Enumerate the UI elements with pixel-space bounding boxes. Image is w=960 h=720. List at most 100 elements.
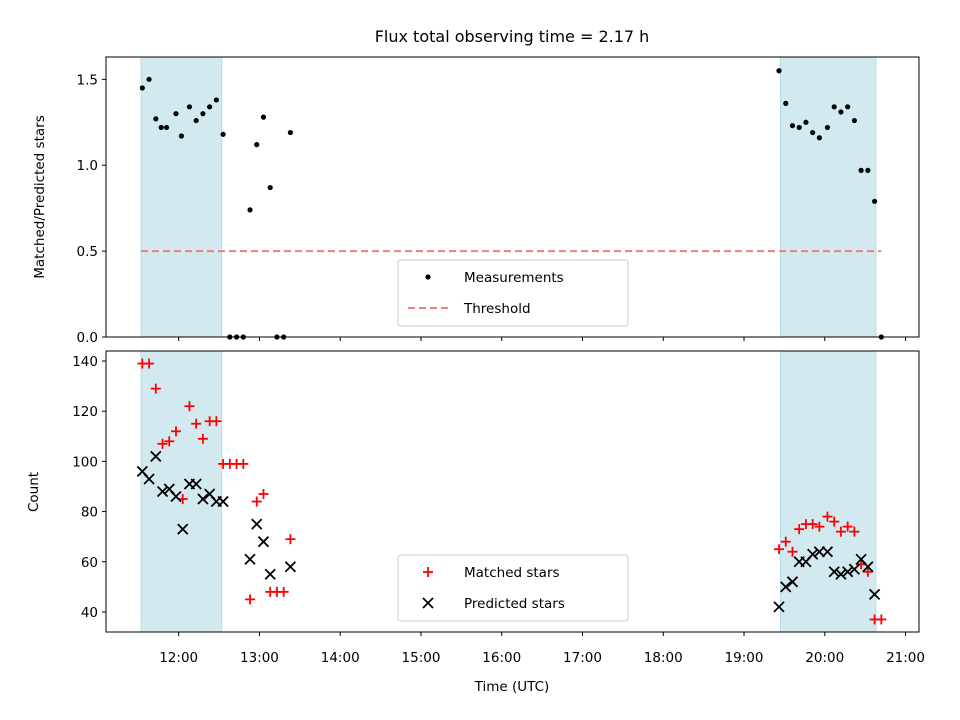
matched-stars-point bbox=[842, 521, 853, 532]
ratio-legend-label: Threshold bbox=[463, 301, 531, 317]
matched-stars-point bbox=[849, 526, 860, 537]
figure-title: Flux total observing time = 2.17 h bbox=[375, 27, 650, 46]
count-panel: 40 60 80 100 120 140 12:00 13:00 14:00 15:00 16:0… bbox=[26, 350, 925, 695]
ratio-legend: Measurements Threshold bbox=[397, 259, 629, 327]
x-tick-label: 12:00 bbox=[159, 650, 198, 666]
ratio-y-tick-label: 1.5 bbox=[77, 72, 98, 88]
matched-stars-point bbox=[258, 489, 269, 500]
x-tick-label: 13:00 bbox=[240, 650, 279, 666]
matched-stars-point bbox=[862, 566, 873, 577]
ratio-shaded-interval bbox=[779, 56, 877, 338]
count-axes-frame bbox=[105, 350, 920, 633]
predicted-stars-point bbox=[862, 561, 874, 573]
matched-stars-point bbox=[197, 433, 208, 444]
predicted-stars-point bbox=[813, 546, 826, 558]
matched-stars-point bbox=[170, 426, 181, 437]
predicted-stars-point bbox=[773, 601, 785, 613]
count-y-ticks: 40 60 80 100 120 140 bbox=[72, 354, 106, 621]
measurement-point bbox=[851, 117, 857, 124]
measurement-point bbox=[220, 131, 226, 137]
predicted-stars-point bbox=[807, 548, 819, 560]
x-axis-label: Time (UTC) bbox=[474, 679, 550, 695]
measurement-point bbox=[776, 68, 782, 74]
count-legend-marker bbox=[423, 567, 433, 577]
predicted-stars-point bbox=[835, 568, 847, 580]
matched-stars-point bbox=[251, 496, 262, 507]
matched-stars-point bbox=[164, 436, 175, 447]
measurement-point bbox=[178, 133, 184, 139]
predicted-stars-point bbox=[786, 576, 799, 588]
matched-stars-point bbox=[157, 438, 168, 449]
measurement-point bbox=[816, 135, 822, 141]
measurement-point bbox=[200, 111, 206, 117]
ratio-y-tick-label: 0.5 bbox=[77, 244, 98, 260]
measurement-point bbox=[783, 100, 789, 106]
predicted-stars-point bbox=[150, 450, 162, 463]
measurement-point bbox=[865, 167, 871, 173]
matched-stars-point bbox=[184, 401, 195, 412]
x-tick-label: 18:00 bbox=[644, 650, 683, 666]
predicted-stars-point bbox=[264, 568, 276, 580]
measurement-point bbox=[146, 76, 152, 82]
count-legend: Matched stars Predicted stars bbox=[397, 554, 629, 622]
measurement-point bbox=[139, 85, 145, 91]
measurement-point bbox=[845, 104, 851, 110]
matched-stars-point bbox=[822, 511, 833, 522]
count-y-tick-label: 80 bbox=[81, 505, 98, 521]
ratio-shaded-interval bbox=[140, 56, 223, 338]
measurement-point bbox=[260, 114, 267, 120]
measurement-point bbox=[838, 109, 844, 115]
measurement-point bbox=[871, 198, 878, 204]
ratio-y-tick-label: 1.0 bbox=[77, 158, 98, 174]
measurement-point bbox=[173, 111, 179, 117]
ratio-shaded-intervals bbox=[140, 56, 877, 338]
count-y-tick-label: 40 bbox=[81, 605, 98, 621]
count-shaded-interval bbox=[779, 350, 877, 633]
x-tick-label: 16:00 bbox=[482, 650, 521, 666]
matched-stars-point bbox=[150, 383, 161, 394]
ratio-series bbox=[139, 68, 884, 340]
measurement-point bbox=[247, 207, 253, 213]
ratio-legend-label: Measurements bbox=[464, 270, 564, 286]
count-y-tick-label: 100 bbox=[72, 454, 98, 470]
ratio-y-axis-label: Matched/Predicted stars bbox=[32, 115, 48, 278]
count-legend-marker bbox=[422, 597, 434, 609]
predicted-stars-point bbox=[821, 546, 834, 558]
matched-stars-point bbox=[278, 586, 289, 597]
measurement-point bbox=[254, 142, 260, 148]
measurement-point bbox=[213, 97, 219, 103]
x-tick-label: 20:00 bbox=[805, 650, 844, 666]
measurement-point bbox=[287, 129, 294, 136]
ratio-axes-frame bbox=[105, 56, 920, 338]
predicted-stars-point bbox=[197, 493, 209, 505]
measurement-point bbox=[796, 124, 802, 131]
matched-stars-point bbox=[144, 358, 155, 369]
predicted-stars-point bbox=[190, 478, 202, 490]
count-x-ticks: 12:00 13:00 14:00 15:00 16:00 17:00 18:00 19:00… bbox=[159, 632, 925, 666]
x-tick-label: 21:00 bbox=[886, 650, 925, 666]
count-y-axis-label: Count bbox=[26, 472, 42, 512]
x-tick-label: 14:00 bbox=[321, 650, 360, 666]
matched-stars-point bbox=[238, 458, 249, 469]
measurement-point bbox=[803, 119, 809, 125]
ratio-x-ticks bbox=[178, 337, 907, 341]
matched-stars-point bbox=[774, 544, 785, 555]
matched-stars-point bbox=[787, 546, 798, 557]
predicted-stars-point bbox=[251, 518, 263, 530]
matched-stars-point bbox=[814, 521, 825, 532]
predicted-stars-point bbox=[156, 485, 169, 498]
ratio-legend-marker bbox=[425, 274, 431, 280]
predicted-stars-point bbox=[848, 563, 861, 575]
measurement-point bbox=[831, 104, 837, 110]
count-shaded-intervals bbox=[140, 350, 877, 633]
measurement-point bbox=[267, 184, 273, 191]
matched-stars-point bbox=[835, 526, 846, 537]
x-tick-label: 17:00 bbox=[563, 650, 602, 666]
predicted-stars-point bbox=[842, 566, 854, 578]
count-y-tick-label: 140 bbox=[72, 354, 98, 370]
measurement-point bbox=[810, 129, 816, 136]
matched-stars-point bbox=[807, 519, 818, 530]
measurement-point bbox=[158, 124, 164, 131]
count-y-tick-label: 60 bbox=[81, 555, 98, 571]
